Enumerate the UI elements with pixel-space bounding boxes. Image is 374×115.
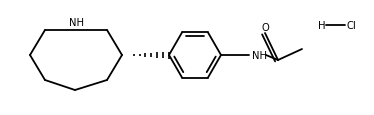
Text: NH: NH (68, 18, 83, 28)
Text: Cl: Cl (347, 21, 357, 31)
Text: H: H (318, 21, 325, 31)
Text: O: O (261, 23, 269, 33)
Text: NH: NH (252, 51, 267, 60)
